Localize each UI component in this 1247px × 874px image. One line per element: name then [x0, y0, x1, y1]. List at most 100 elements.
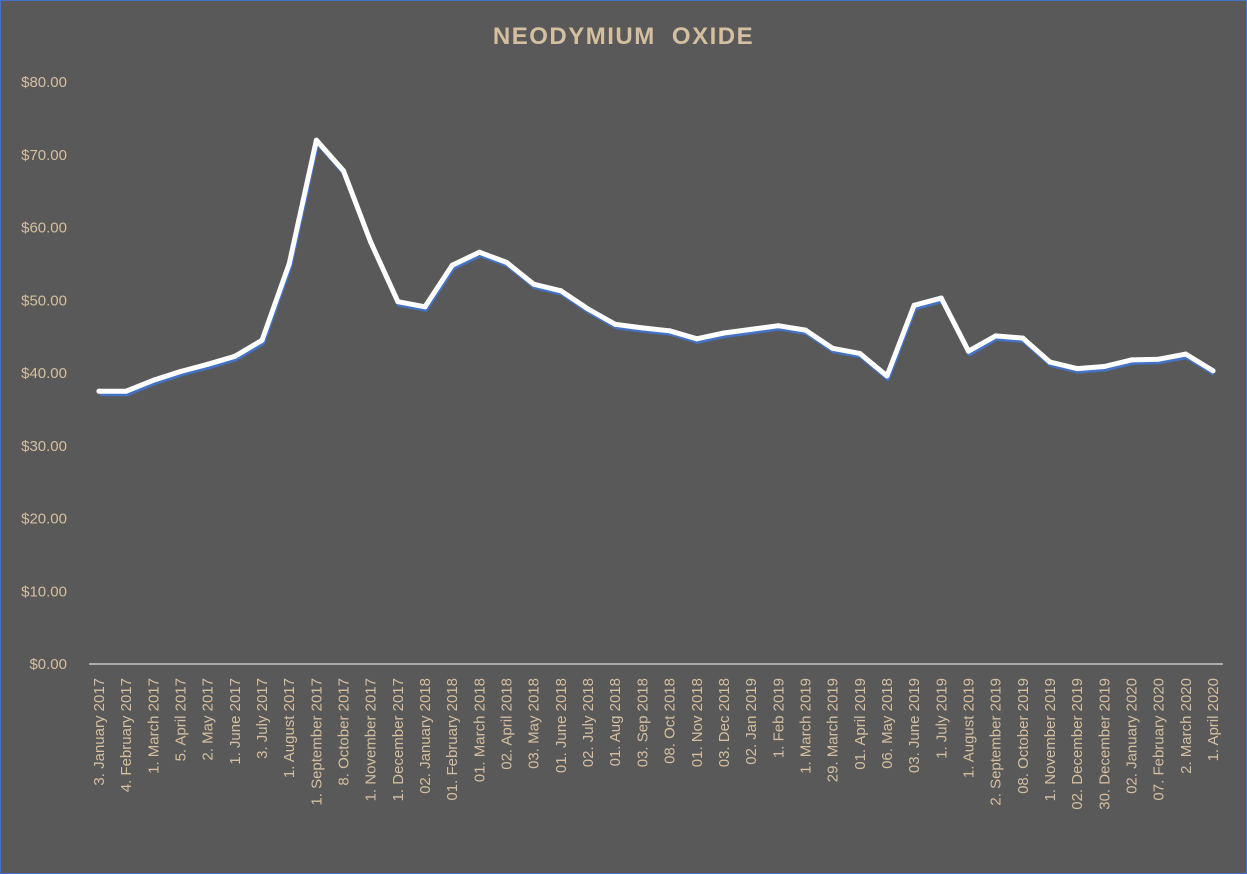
x-tick-label: 01. February 2018	[444, 678, 461, 801]
x-tick-label: 03. Dec 2018	[716, 678, 733, 767]
data-point	[667, 328, 673, 334]
data-point	[1183, 351, 1189, 357]
data-point	[775, 323, 781, 329]
data-point	[150, 377, 156, 383]
x-tick-label: 2. March 2020	[1178, 678, 1195, 774]
x-tick-label: 1. April 2020	[1205, 678, 1222, 761]
x-tick-label: 01. April 2019	[852, 678, 869, 770]
data-point	[802, 327, 808, 333]
data-point	[313, 137, 319, 143]
data-point	[1020, 335, 1026, 341]
x-tick-label: 03. May 2018	[526, 678, 543, 769]
data-point	[1210, 368, 1216, 374]
x-tick-label: 03. Sep 2018	[634, 678, 651, 767]
data-point	[422, 304, 428, 310]
data-point	[1047, 359, 1053, 365]
x-tick-label: 3. July 2017	[254, 678, 271, 759]
data-point	[1074, 366, 1080, 372]
y-tick-label: $20.00	[21, 511, 67, 528]
x-tick-label: 02. Jan 2019	[743, 678, 760, 765]
data-point	[1128, 357, 1134, 363]
x-tick-label: 08. Oct 2018	[662, 678, 679, 764]
x-tick-label: 1. June 2017	[227, 678, 244, 765]
data-point	[1101, 363, 1107, 369]
x-tick-label: 01. June 2018	[553, 678, 570, 773]
data-point	[504, 259, 510, 265]
x-tick-label: 3. January 2017	[91, 678, 108, 786]
data-point	[639, 325, 645, 331]
data-point	[123, 388, 129, 394]
y-tick-label: $80.00	[21, 74, 67, 91]
data-point	[1156, 356, 1162, 362]
y-tick-label: $60.00	[21, 220, 67, 237]
data-point	[286, 261, 292, 267]
y-tick-label: $70.00	[21, 147, 67, 164]
x-tick-label: 5. April 2017	[173, 678, 190, 761]
x-tick-label: 4. February 2017	[118, 678, 135, 792]
data-point	[395, 299, 401, 305]
data-point	[965, 348, 971, 354]
x-tick-label: 1. August 2017	[281, 678, 298, 778]
x-tick-label: 06. May 2018	[879, 678, 896, 769]
data-point	[368, 239, 374, 245]
data-point	[178, 369, 184, 375]
x-tick-label: 01. March 2018	[471, 678, 488, 782]
y-tick-label: $50.00	[21, 292, 67, 309]
x-tick-label: 01. Aug 2018	[607, 678, 624, 766]
data-point	[341, 168, 347, 174]
x-tick-label: 1. August 2019	[960, 678, 977, 778]
chart-title: NEODYMIUM OXIDE	[492, 23, 755, 50]
data-point	[884, 373, 890, 379]
series-line	[96, 137, 1216, 394]
x-tick-label: 02. December 2019	[1069, 678, 1086, 810]
x-tick-label: 2. September 2019	[988, 678, 1005, 806]
x-axis-ticks: 3. January 2017 4. February 2017 1. March …	[91, 678, 1222, 810]
data-point	[96, 388, 102, 394]
data-point	[748, 326, 754, 332]
data-point	[857, 350, 863, 356]
x-tick-label: 02. April 2018	[499, 678, 516, 770]
y-tick-label: $40.00	[21, 365, 67, 382]
series-layer	[96, 137, 1216, 397]
drop-lines	[98, 140, 1214, 664]
data-point	[911, 302, 917, 308]
x-tick-label: 1. September 2017	[308, 678, 325, 806]
data-point	[694, 336, 700, 342]
x-tick-label: 07. February 2020	[1151, 678, 1168, 801]
x-tick-label: 1. March 2019	[797, 678, 814, 774]
x-tick-label: 1. December 2017	[390, 678, 407, 801]
x-tick-label: 02. January 2020	[1123, 678, 1140, 794]
data-point	[232, 353, 238, 359]
data-point	[721, 330, 727, 336]
data-point	[612, 321, 618, 327]
data-point	[585, 306, 591, 312]
x-tick-label: 1. November 2017	[363, 678, 380, 801]
data-point	[830, 345, 836, 351]
x-tick-label: 8. October 2017	[336, 678, 353, 786]
x-tick-label: 2. May 2017	[200, 678, 217, 761]
x-tick-label: 1. November 2019	[1042, 678, 1059, 801]
x-tick-label: 02. January 2018	[417, 678, 434, 794]
data-point	[205, 361, 211, 367]
x-tick-label: 1. Feb 2019	[770, 678, 787, 758]
x-tick-label: 1. March 2017	[145, 678, 162, 774]
x-tick-label: 01. Nov 2018	[689, 678, 706, 767]
data-point	[259, 337, 265, 343]
data-point	[449, 262, 455, 268]
x-tick-label: 03. June 2019	[906, 678, 923, 773]
y-tick-label: $10.00	[21, 583, 67, 600]
x-tick-label: 29. March 2019	[825, 678, 842, 782]
x-tick-label: 1. July 2019	[933, 678, 950, 759]
data-point	[476, 249, 482, 255]
y-tick-label: $30.00	[21, 438, 67, 455]
x-tick-label: 08. October 2019	[1015, 678, 1032, 794]
data-point	[531, 281, 537, 287]
y-tick-label: $0.00	[29, 656, 67, 673]
x-tick-label: 02. July 2018	[580, 678, 597, 767]
data-point	[938, 295, 944, 301]
x-tick-label: 30. December 2019	[1096, 678, 1113, 810]
data-point	[558, 288, 564, 294]
data-point	[993, 333, 999, 339]
